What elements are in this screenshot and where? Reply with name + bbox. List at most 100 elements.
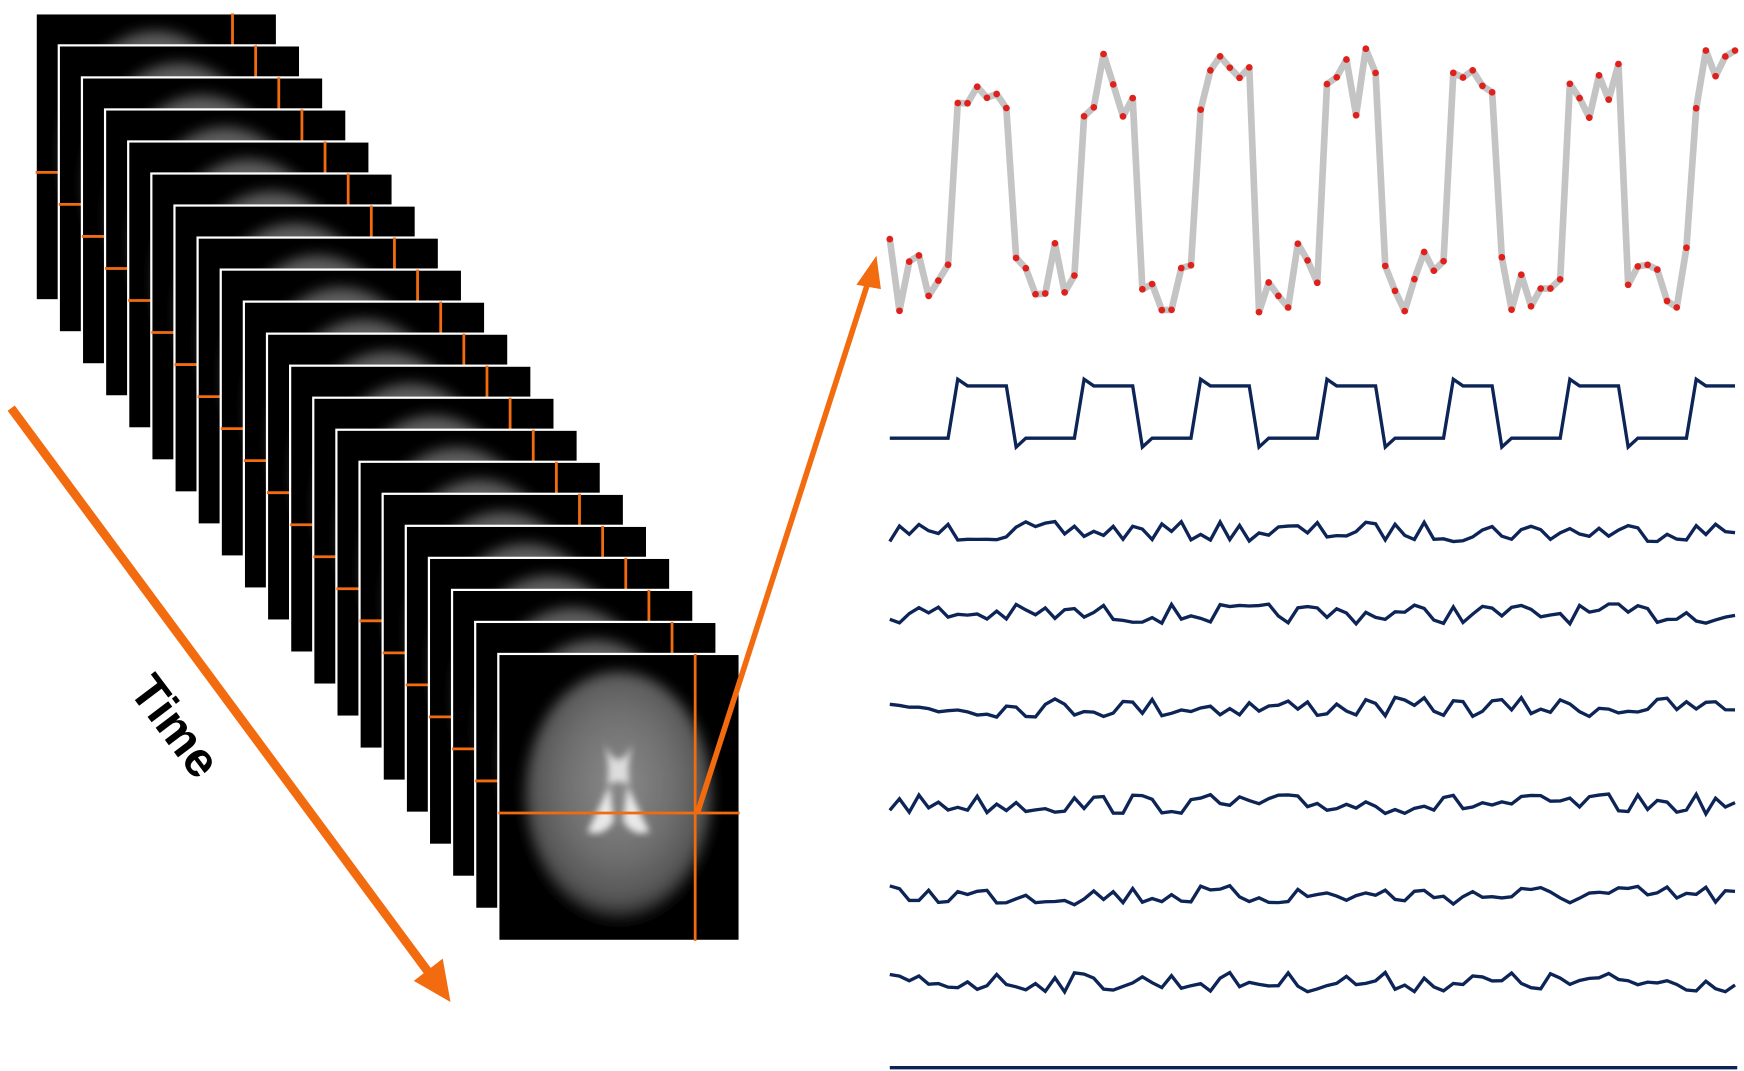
signal-dot — [1149, 281, 1156, 288]
signal-dot — [1654, 266, 1661, 273]
signal-dot — [1460, 74, 1467, 81]
signal-dot — [1061, 289, 1068, 296]
signal-dot — [1314, 279, 1321, 286]
signal-dot — [916, 252, 923, 259]
signal-dot — [1401, 308, 1408, 315]
signal-dot — [1333, 74, 1340, 81]
signal-dot — [1518, 271, 1525, 278]
signal-dot — [1644, 262, 1651, 269]
signal-dot — [1693, 105, 1700, 112]
signal-dot — [954, 100, 961, 107]
signal-dot — [1479, 83, 1486, 90]
signal-dot — [974, 83, 981, 90]
signal-dot — [1353, 112, 1360, 119]
page: Time (() => { const data = JSON.parse(do… — [0, 0, 1744, 1071]
signal-dot — [886, 236, 893, 243]
signal-dot — [925, 293, 932, 300]
signal-dot — [1003, 105, 1010, 112]
signal-dot — [1382, 263, 1389, 270]
signal-dot — [1528, 303, 1535, 310]
signal-dot — [1295, 240, 1302, 247]
signal-dot — [1683, 244, 1690, 251]
signal-dot — [1217, 53, 1224, 60]
signal-dot — [1197, 106, 1204, 113]
signal-dot — [1071, 272, 1078, 279]
signal-dot — [1450, 70, 1457, 77]
signal-dot — [984, 94, 991, 101]
regressor — [890, 522, 1735, 542]
fmri-diagram: Time — [0, 0, 1744, 1071]
signal-dot — [1178, 265, 1185, 272]
regressor — [890, 379, 1735, 447]
signal-dot — [1052, 240, 1059, 247]
signal-dot — [1129, 95, 1136, 102]
voxel-arrow-head — [856, 256, 880, 289]
voxel-arrow — [697, 280, 868, 813]
signal-dot — [1489, 89, 1496, 96]
signal-dot — [935, 277, 942, 284]
signal-dot — [1120, 113, 1127, 120]
signal-dot — [1576, 95, 1583, 102]
signal-dot — [1188, 262, 1195, 269]
signal-dot — [1440, 258, 1447, 265]
signal-dot — [1722, 53, 1729, 60]
signal-dot — [906, 258, 913, 265]
signal-dot — [1265, 279, 1272, 286]
signal-dot — [1557, 276, 1564, 283]
signal-dot — [1285, 304, 1292, 311]
signal-dot — [1372, 70, 1379, 77]
signal-dot — [1586, 114, 1593, 121]
image-stack — [36, 13, 740, 941]
signal-dot — [1508, 306, 1515, 313]
signal-dot — [1304, 257, 1311, 264]
signal-dot — [1363, 45, 1370, 52]
signal-dot — [993, 91, 1000, 98]
signal-dot — [1673, 304, 1680, 311]
signal-dot — [945, 261, 952, 268]
signal-dot — [1256, 309, 1263, 316]
signal-dot — [1431, 267, 1438, 274]
signal-dot — [1207, 67, 1214, 74]
signal-dot — [1042, 290, 1049, 297]
brain — [525, 672, 712, 921]
signal-dot — [1392, 288, 1399, 295]
signal-dot — [1324, 81, 1331, 88]
signal-dot — [1605, 96, 1612, 103]
signal-dot — [1664, 298, 1671, 305]
signal-dot — [1499, 254, 1506, 261]
signal-line — [890, 49, 1735, 312]
signal-dot — [1013, 255, 1020, 262]
regressor — [890, 604, 1735, 624]
regressor — [890, 697, 1735, 717]
signal-dot — [1469, 67, 1476, 74]
signal-dot — [1022, 265, 1029, 272]
regressor — [890, 794, 1735, 814]
signal-dot — [1236, 75, 1243, 82]
signal-dot — [1090, 104, 1097, 111]
signal-dot — [1547, 285, 1554, 292]
signal-dot — [1596, 72, 1603, 79]
signal-dot — [1411, 276, 1418, 283]
signal-dot — [1712, 73, 1719, 80]
signal-dot — [1343, 56, 1350, 63]
signal-dot — [1032, 291, 1039, 298]
signal-dot — [1421, 249, 1428, 256]
signal-dot — [1275, 293, 1282, 300]
signal-dot — [1703, 47, 1710, 54]
signal-dot — [1168, 306, 1175, 313]
signal-dot — [1226, 64, 1233, 71]
signal-dot — [1732, 47, 1739, 54]
signal-dot — [1615, 61, 1622, 68]
brain-shape — [525, 672, 712, 921]
signal-dot — [1158, 307, 1165, 314]
regressor — [890, 972, 1735, 991]
time-series — [886, 45, 1738, 1067]
signal-dot — [1625, 281, 1632, 288]
signal-dot — [1139, 286, 1146, 293]
signal-dot — [1081, 113, 1088, 120]
regressor — [890, 886, 1735, 905]
signal-dot — [1537, 285, 1544, 292]
signal-dot — [1246, 64, 1253, 71]
signal-dot — [1110, 81, 1117, 88]
signal-dot — [1567, 80, 1574, 87]
